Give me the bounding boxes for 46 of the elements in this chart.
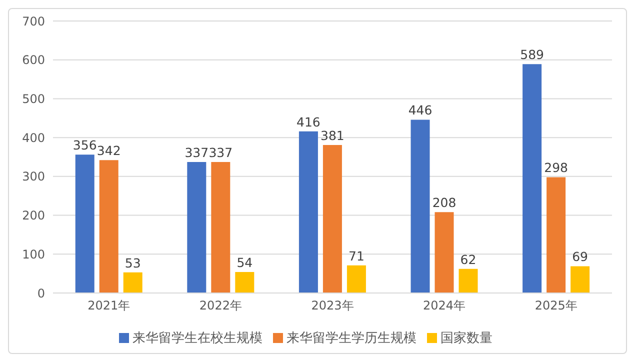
bar (322, 144, 342, 293)
data-label: 54 (236, 255, 253, 270)
x-tick-label: 2024年 (423, 298, 466, 313)
y-tick-label: 600 (22, 53, 45, 68)
data-label: 337 (184, 145, 209, 160)
data-label: 342 (96, 143, 121, 158)
bar (99, 160, 118, 293)
data-label: 62 (460, 252, 476, 267)
bar (434, 212, 454, 293)
data-label: 53 (124, 255, 141, 270)
bar (410, 120, 430, 293)
data-label: 416 (296, 114, 320, 130)
data-label: 337 (208, 145, 233, 160)
y-tick-label: 0 (37, 286, 45, 300)
x-tick-label: 2022年 (199, 298, 242, 313)
bar (570, 266, 590, 293)
bar (546, 177, 566, 293)
legend-label: 来华留学生在校生规模 (132, 331, 262, 346)
bar (298, 131, 318, 293)
x-tick-label: 2023年 (311, 298, 354, 313)
legend-label: 国家数量 (440, 331, 492, 346)
y-tick-label: 700 (22, 14, 45, 28)
y-tick-label: 500 (22, 92, 45, 106)
bar (123, 272, 142, 293)
data-label: 381 (320, 128, 344, 143)
bar (522, 64, 542, 293)
data-label: 71 (348, 248, 364, 264)
bar (75, 154, 94, 293)
bar (458, 268, 478, 293)
y-tick-label: 200 (22, 208, 45, 223)
y-tick-label: 100 (22, 247, 45, 262)
data-label: 356 (72, 138, 97, 153)
bar (187, 162, 206, 293)
x-tick-label: 2021年 (88, 298, 130, 313)
y-tick-label: 300 (22, 170, 45, 184)
data-label: 589 (520, 47, 544, 62)
data-label: 446 (408, 102, 432, 118)
data-label: 69 (572, 249, 588, 264)
bar (235, 272, 254, 293)
y-tick-label: 400 (22, 130, 45, 145)
bar (211, 162, 230, 293)
x-tick-label: 2025年 (534, 298, 578, 313)
legend-label: 来华留学生学历生规模 (286, 331, 416, 346)
data-label: 298 (544, 160, 568, 176)
data-label: 208 (432, 195, 456, 210)
bar (346, 265, 366, 293)
